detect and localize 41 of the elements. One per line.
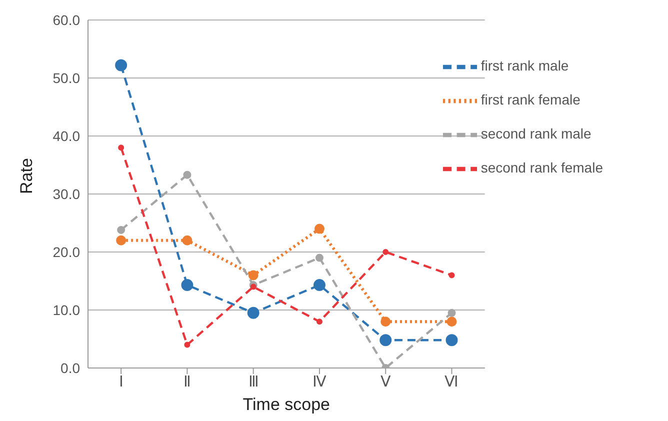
- y-axis-title: Rate: [17, 158, 36, 194]
- point: [116, 235, 126, 246]
- x-tick-label: Ⅳ: [312, 374, 326, 391]
- y-tick-label: 30.0: [52, 186, 80, 202]
- x-tick-label: Ⅴ: [380, 374, 392, 391]
- point: [182, 235, 192, 246]
- legend-label: second rank female: [480, 160, 603, 176]
- x-tick-label: Ⅱ: [184, 374, 191, 391]
- point: [382, 249, 389, 255]
- point: [118, 144, 124, 151]
- x-tick-label: Ⅵ: [444, 374, 459, 391]
- point: [248, 270, 258, 280]
- point: [446, 334, 458, 346]
- y-tick-label: 50.0: [52, 70, 80, 86]
- point: [314, 224, 324, 234]
- point: [380, 334, 392, 346]
- point: [247, 306, 260, 319]
- point: [446, 316, 457, 327]
- y-tick-label: 0.0: [60, 360, 80, 376]
- point: [250, 284, 256, 290]
- point: [181, 279, 194, 292]
- point: [184, 342, 190, 348]
- point: [183, 170, 192, 179]
- point: [313, 279, 326, 292]
- y-tick-label: 20.0: [52, 244, 80, 260]
- x-tick-label: Ⅲ: [248, 374, 258, 391]
- legend-label: first rank female: [480, 92, 580, 108]
- legend-label: second rank male: [480, 126, 592, 142]
- point: [117, 226, 126, 234]
- point: [315, 254, 324, 262]
- point: [448, 308, 456, 317]
- legend-label: first rank male: [480, 58, 569, 74]
- point: [316, 318, 322, 325]
- y-tick-label: 10.0: [52, 302, 80, 318]
- point: [380, 316, 391, 327]
- x-tick-label: Ⅰ: [119, 374, 124, 391]
- y-tick-label: 40.0: [52, 128, 80, 144]
- point: [448, 272, 455, 278]
- y-tick-label: 60.0: [52, 12, 80, 28]
- point: [115, 59, 128, 72]
- x-axis-title: Time scope: [242, 395, 330, 414]
